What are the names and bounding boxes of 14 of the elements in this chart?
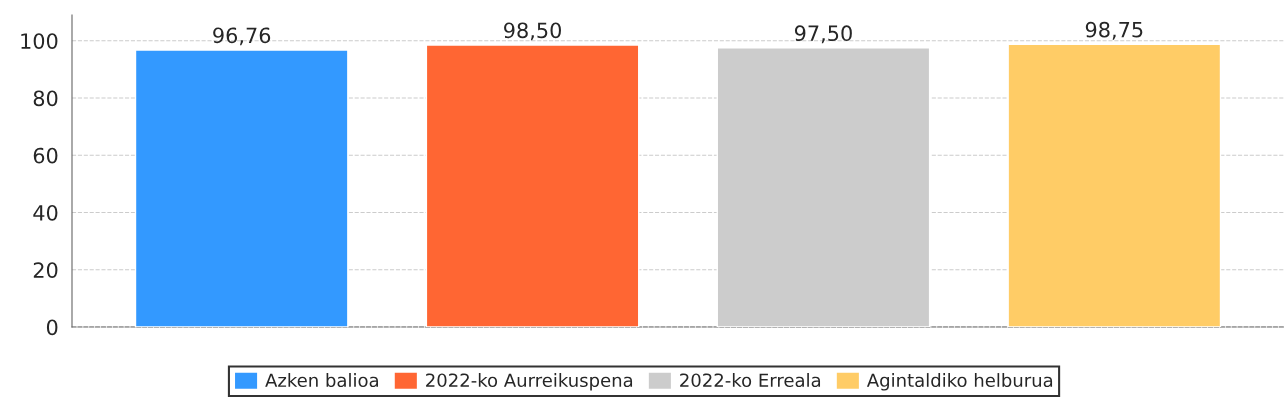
data-label: 98,50: [504, 22, 561, 41]
y-tick-label: 100: [21, 33, 58, 49]
legend-label: Agintaldiko helburua: [866, 373, 1053, 391]
legend-label: 2022-ko Aurreikuspena: [426, 373, 633, 391]
y-tick-label: 60: [33, 147, 58, 164]
legend-label: Azken balioa: [265, 373, 378, 388]
legend-label: 2022-ko Erreala: [680, 373, 821, 388]
y-tick-label: 80: [33, 90, 58, 107]
data-label: 96,76: [213, 27, 271, 46]
y-tick-label: 40: [33, 204, 58, 221]
y-tick-label: 0: [46, 319, 58, 336]
y-tick-label: 20: [33, 262, 58, 278]
data-label: 97,50: [794, 25, 852, 44]
data-label: 98,75: [1085, 21, 1143, 40]
